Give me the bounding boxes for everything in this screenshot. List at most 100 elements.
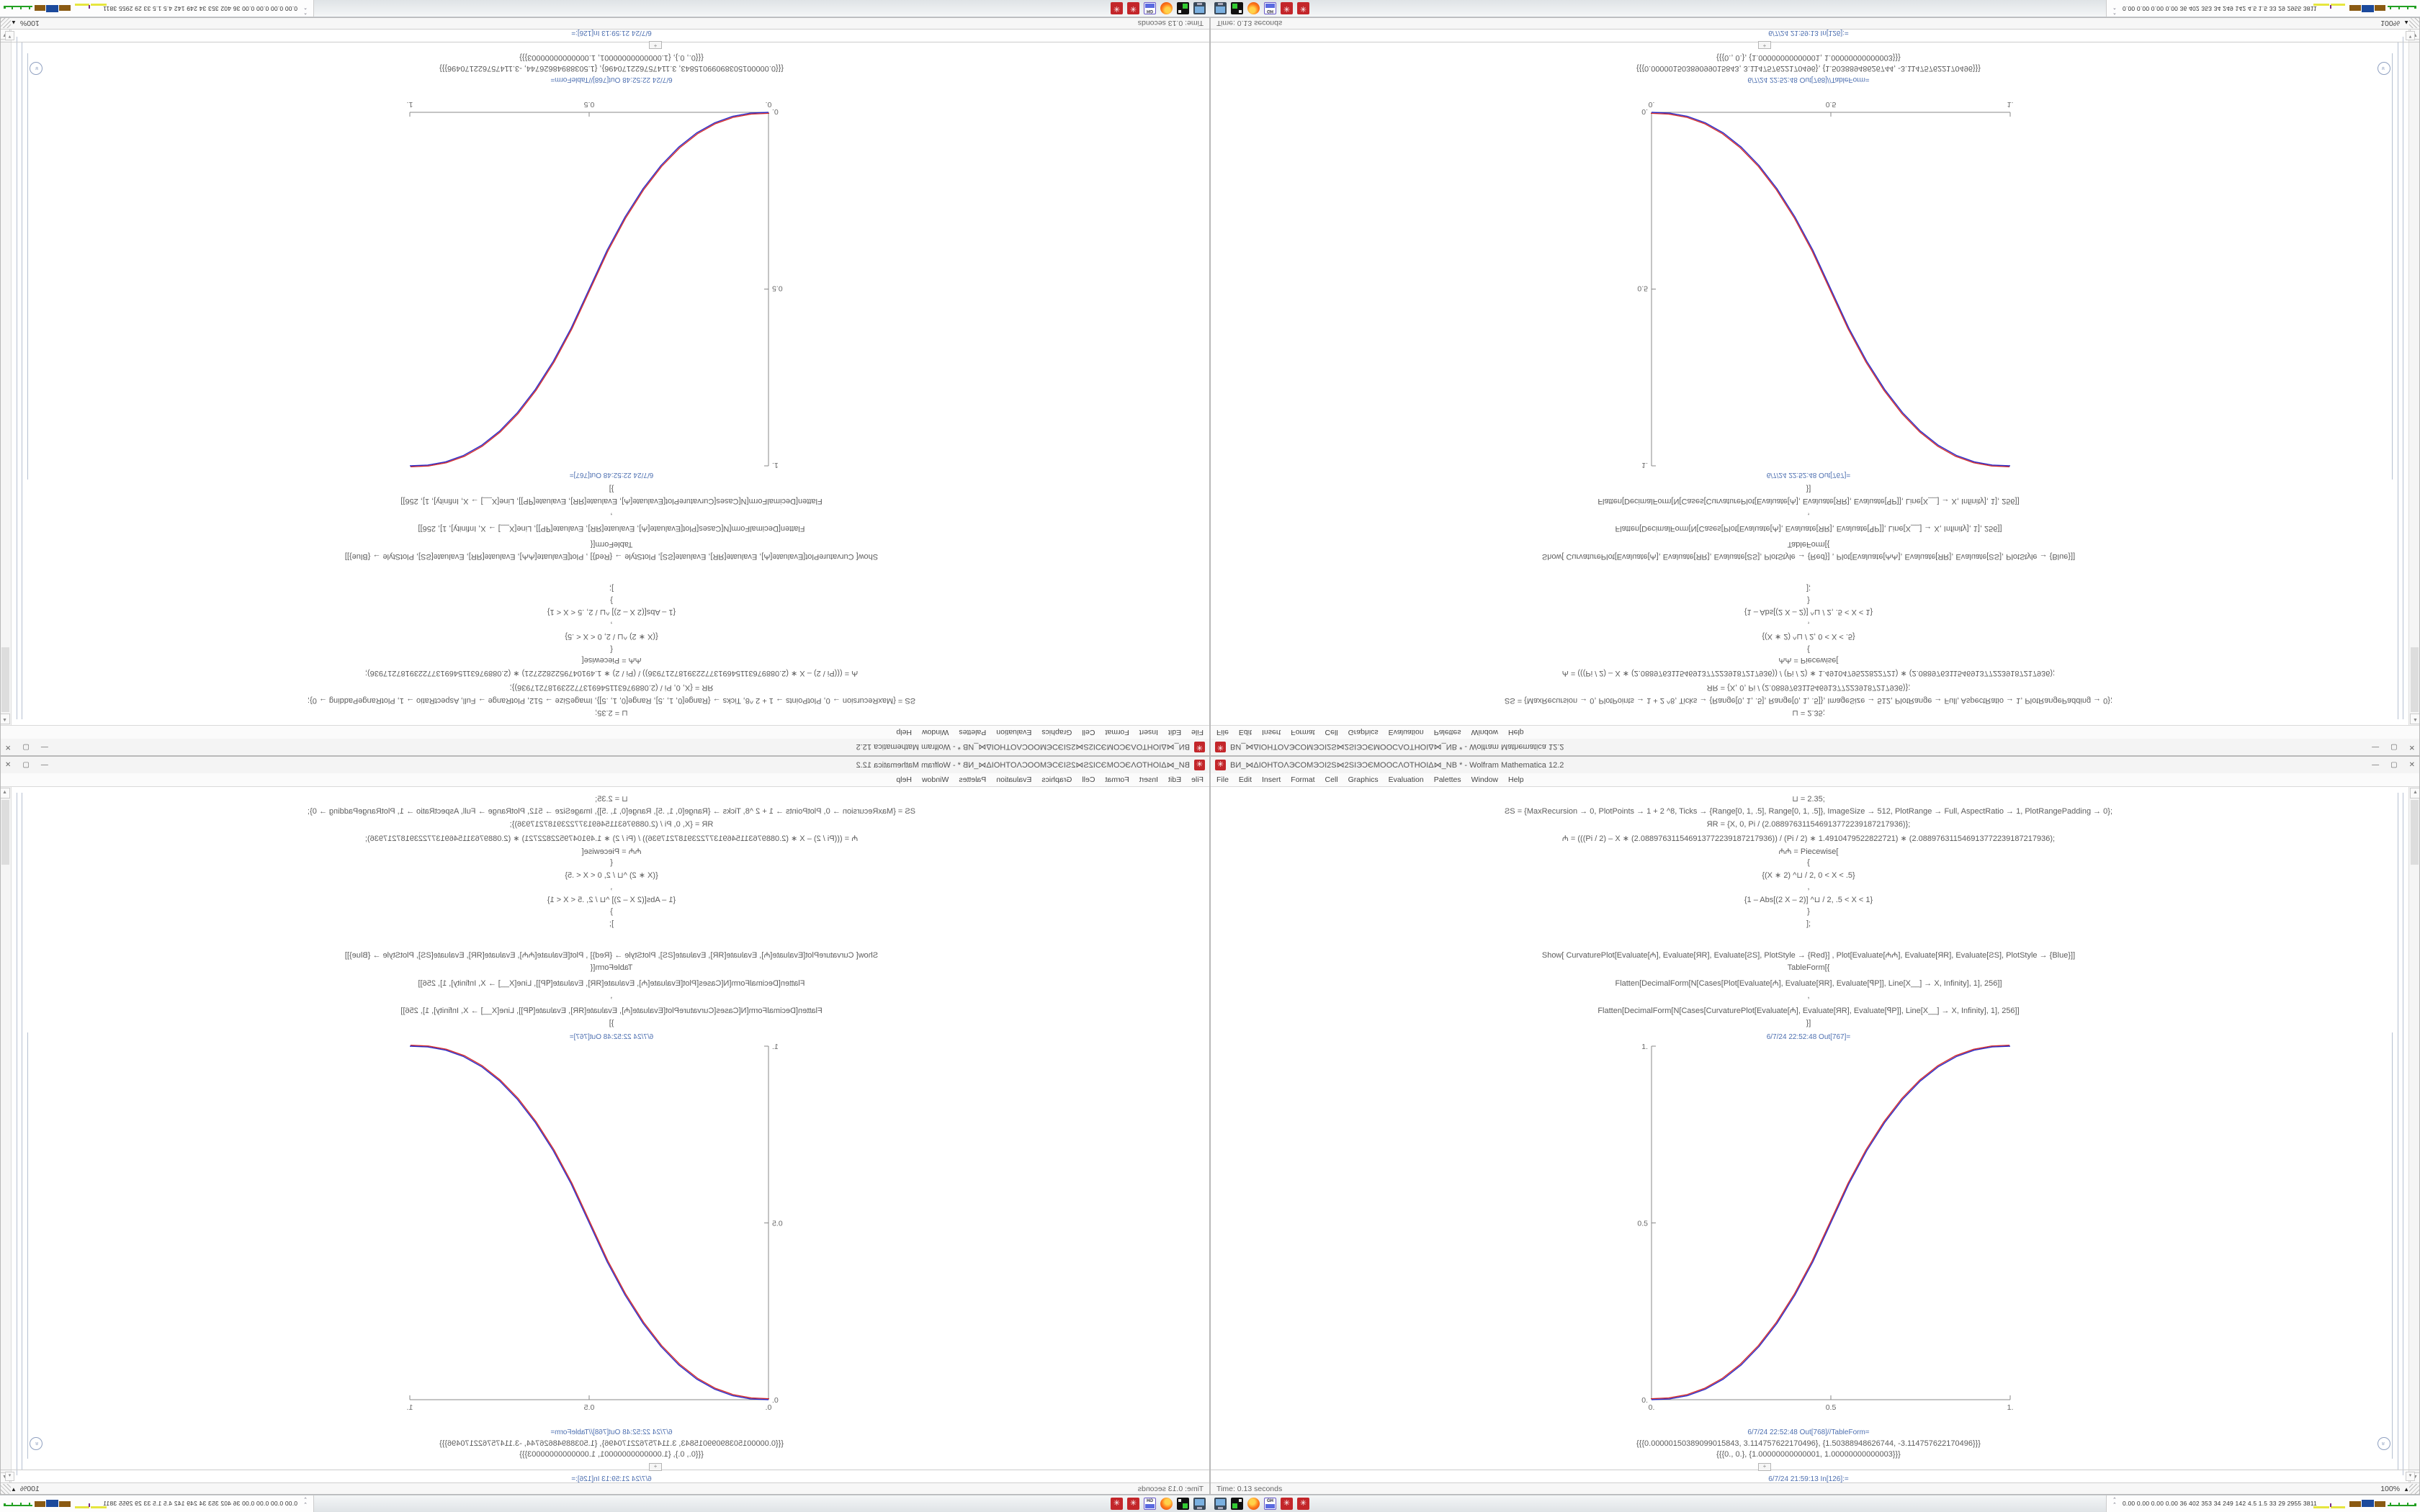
scrollbar-thumb[interactable] <box>2411 647 2419 712</box>
pc-icon[interactable] <box>1214 1498 1227 1510</box>
menu-item-graphics[interactable]: Graphics <box>1348 775 1379 784</box>
notebook-content[interactable]: 0. 0. 0.5 0.5 1. 1. ⊔ = 2.35; ƧS = {MaxRecursi… <box>1 28 1209 725</box>
menu-item-window[interactable]: Window <box>921 775 949 784</box>
maximize-button[interactable]: ▢ <box>2390 761 2398 769</box>
close-button[interactable]: ✕ <box>2408 743 2415 751</box>
minimize-button[interactable]: — <box>40 761 48 769</box>
cell-bracket-output[interactable] <box>2392 1032 2393 1459</box>
maximize-button[interactable]: ▢ <box>22 743 30 751</box>
minimize-button[interactable]: — <box>2372 761 2380 769</box>
maximize-button[interactable]: ▢ <box>22 761 30 769</box>
firefox-icon[interactable] <box>1160 1498 1173 1510</box>
menu-item-graphics[interactable]: Graphics <box>1348 728 1379 737</box>
menu-item-evaluation[interactable]: Evaluation <box>1388 775 1424 784</box>
menu-item-palettes[interactable]: Palettes <box>1433 775 1461 784</box>
cell-bracket-output[interactable] <box>27 53 28 480</box>
save-icon[interactable]: GH <box>1264 1498 1276 1510</box>
vertical-scrollbar[interactable]: ▲ ▼ <box>1 28 12 725</box>
expand-output-icon[interactable]: » <box>30 1437 42 1450</box>
menu-item-edit[interactable]: Edit <box>1238 775 1252 784</box>
taskbar[interactable]: GH ✳ ✳ ⌃ ⌃ 0.00 0.00 0.00 0.00 36 402 353 3… <box>0 1495 1210 1512</box>
menu-item-file[interactable]: File <box>1216 728 1229 737</box>
menu-item-edit[interactable]: Edit <box>1238 728 1252 737</box>
menu-item-help[interactable]: Help <box>1508 728 1524 737</box>
tray-chevron-icon[interactable]: ⌃ ⌃ <box>2112 1498 2117 1508</box>
menu-item-cell[interactable]: Cell <box>1082 728 1095 737</box>
menu-item-window[interactable]: Window <box>1471 728 1499 737</box>
firefox-icon[interactable] <box>1247 2 1260 14</box>
insert-cell-plus-icon[interactable]: + <box>649 1463 662 1471</box>
terminal-icon[interactable] <box>1231 2 1243 14</box>
menu-item-edit[interactable]: Edit <box>1168 775 1182 784</box>
menu-item-format[interactable]: Format <box>1105 728 1129 737</box>
cell-action-menu-icon[interactable]: ▾ <box>2406 31 2415 40</box>
notebook-content[interactable]: 0. 0. 0.5 0.5 1. 1. ⊔ = 2.35; ƧS = {MaxRecursi… <box>1211 787 2419 1484</box>
scrollbar-thumb[interactable] <box>1 800 9 865</box>
menu-item-cell[interactable]: Cell <box>1325 728 1338 737</box>
menu-item-format[interactable]: Format <box>1291 775 1315 784</box>
pc-icon[interactable] <box>1193 2 1206 14</box>
minimize-button[interactable]: — <box>40 743 48 751</box>
close-button[interactable]: ✕ <box>5 743 12 751</box>
window-titlebar[interactable]: ✳ ВИ_⋈ΔIOHTOΛЭCOMЭϽI2S⋈2SIЭϽЄMOOCΛOTHOIΔ… <box>1211 757 2419 773</box>
minimize-button[interactable]: — <box>2372 743 2380 751</box>
menu-item-palettes[interactable]: Palettes <box>959 775 987 784</box>
save-icon[interactable]: GH <box>1264 2 1276 14</box>
menu-item-insert[interactable]: Insert <box>1262 728 1281 737</box>
zoom-menu-icon[interactable]: ▲ <box>11 1485 17 1493</box>
zoom-level[interactable]: 100% <box>19 1485 40 1493</box>
expand-output-icon[interactable]: » <box>2378 1437 2390 1450</box>
scroll-up-icon[interactable]: ▲ <box>2410 714 2419 724</box>
window-titlebar[interactable]: ✳ ВИ_⋈ΔIOHTOΛЭCOMЭϽI2S⋈2SIЭϽЄMOOCΛOTHOIΔ… <box>1 739 1209 755</box>
taskbar[interactable]: GH ✳ ✳ ⌃ ⌃ 0.00 0.00 0.00 0.00 36 402 353 3… <box>1210 1495 2420 1512</box>
terminal-icon[interactable] <box>1177 1498 1189 1510</box>
zoom-menu-icon[interactable]: ▲ <box>11 19 17 27</box>
mathematica-window-icon-1[interactable]: ✳ <box>1127 2 1139 14</box>
menu-item-file[interactable]: File <box>1191 728 1204 737</box>
menu-item-evaluation[interactable]: Evaluation <box>996 775 1032 784</box>
vertical-scrollbar[interactable]: ▲ ▼ <box>1 787 12 1484</box>
cell-bracket-output[interactable] <box>27 1032 28 1459</box>
menu-item-evaluation[interactable]: Evaluation <box>1388 728 1424 737</box>
menu-item-palettes[interactable]: Palettes <box>1433 728 1461 737</box>
window-titlebar[interactable]: ✳ ВИ_⋈ΔIOHTOΛЭCOMЭϽI2S⋈2SIЭϽЄMOOCΛOTHOIΔ… <box>1211 739 2419 755</box>
menu-item-cell[interactable]: Cell <box>1082 775 1095 784</box>
mathematica-window-icon-2[interactable]: ✳ <box>1111 2 1123 14</box>
window-resize-grip[interactable] <box>2409 1484 2419 1494</box>
mathematica-window-icon-1[interactable]: ✳ <box>1281 1498 1293 1510</box>
tray-chevron-icon[interactable]: ⌃ ⌃ <box>303 4 308 14</box>
menu-item-window[interactable]: Window <box>1471 775 1499 784</box>
taskbar[interactable]: GH ✳ ✳ ⌃ ⌃ 0.00 0.00 0.00 0.00 36 402 353 3… <box>1210 0 2420 17</box>
menu-item-graphics[interactable]: Graphics <box>1041 775 1072 784</box>
terminal-icon[interactable] <box>1177 2 1189 14</box>
menu-item-file[interactable]: File <box>1191 775 1204 784</box>
zoom-menu-icon[interactable]: ▲ <box>2403 1485 2409 1493</box>
insert-cell-plus-icon[interactable]: + <box>1758 41 1771 49</box>
scroll-up-icon[interactable]: ▲ <box>2410 788 2419 798</box>
scrollbar-thumb[interactable] <box>1 647 9 712</box>
scrollbar-thumb[interactable] <box>2411 800 2419 865</box>
menu-item-palettes[interactable]: Palettes <box>959 728 987 737</box>
mathematica-window-icon-1[interactable]: ✳ <box>1127 1498 1139 1510</box>
mathematica-window-icon-2[interactable]: ✳ <box>1111 1498 1123 1510</box>
tray-chevron-icon[interactable]: ⌃ ⌃ <box>2112 4 2117 14</box>
zoom-level[interactable]: 100% <box>2380 1485 2401 1493</box>
mathematica-window-icon-1[interactable]: ✳ <box>1281 2 1293 14</box>
vertical-scrollbar[interactable]: ▲ ▼ <box>2408 787 2419 1484</box>
menu-item-edit[interactable]: Edit <box>1168 728 1182 737</box>
window-resize-grip[interactable] <box>1 1484 11 1494</box>
zoom-level[interactable]: 100% <box>19 19 40 27</box>
menu-item-insert[interactable]: Insert <box>1262 775 1281 784</box>
menu-item-help[interactable]: Help <box>896 728 912 737</box>
menu-item-help[interactable]: Help <box>896 775 912 784</box>
menu-item-file[interactable]: File <box>1216 775 1229 784</box>
menu-item-window[interactable]: Window <box>921 728 949 737</box>
insert-cell-plus-icon[interactable]: + <box>1758 1463 1771 1471</box>
maximize-button[interactable]: ▢ <box>2390 743 2398 751</box>
pc-icon[interactable] <box>1214 2 1227 14</box>
window-titlebar[interactable]: ✳ ВИ_⋈ΔIOHTOΛЭCOMЭϽI2S⋈2SIЭϽЄMOOCΛOTHOIΔ… <box>1 757 1209 773</box>
scroll-up-icon[interactable]: ▲ <box>1 788 10 798</box>
vertical-scrollbar[interactable]: ▲ ▼ <box>2408 28 2419 725</box>
close-button[interactable]: ✕ <box>2408 761 2415 769</box>
save-icon[interactable]: GH <box>1144 1498 1156 1510</box>
